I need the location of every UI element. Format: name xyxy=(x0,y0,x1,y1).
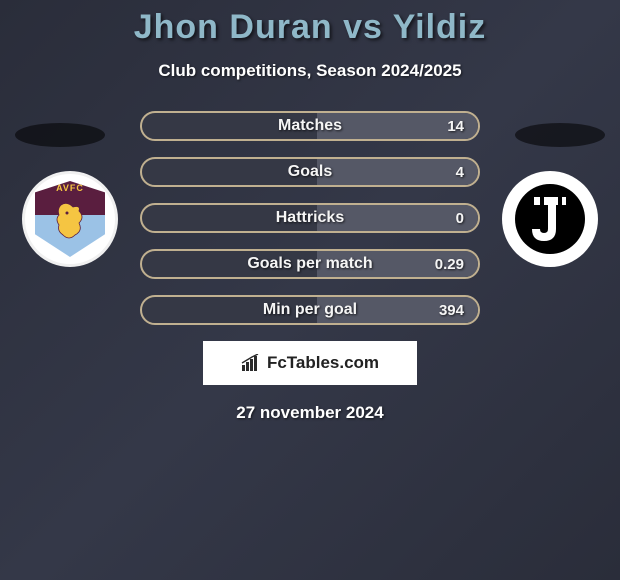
stat-label: Goals per match xyxy=(142,251,478,277)
stat-value: 0 xyxy=(456,205,464,231)
stat-value: 14 xyxy=(447,113,464,139)
brand-badge: FcTables.com xyxy=(203,341,417,385)
stat-row-min-per-goal: Min per goal 394 xyxy=(140,295,480,325)
stat-value: 4 xyxy=(456,159,464,185)
stat-label: Goals xyxy=(142,159,478,185)
player-shadow-left xyxy=(15,123,105,147)
stat-row-goals: Goals 4 xyxy=(140,157,480,187)
stat-rows: Matches 14 Goals 4 Hattricks 0 Goals per… xyxy=(140,111,480,325)
juventus-j-icon xyxy=(524,191,576,247)
right-club-badge xyxy=(502,171,598,267)
stat-label: Matches xyxy=(142,113,478,139)
stat-label: Min per goal xyxy=(142,297,478,323)
avfc-text: AVFC xyxy=(35,183,105,193)
stat-label: Hattricks xyxy=(142,205,478,231)
brand-text: FcTables.com xyxy=(267,353,379,373)
comparison-panel: AVFC Matches 14 Goals 4 xyxy=(0,111,620,423)
left-club-badge: AVFC xyxy=(22,171,118,267)
player-shadow-right xyxy=(515,123,605,147)
stat-row-goals-per-match: Goals per match 0.29 xyxy=(140,249,480,279)
stat-row-matches: Matches 14 xyxy=(140,111,480,141)
date-line: 27 november 2024 xyxy=(0,403,620,423)
bar-chart-icon xyxy=(241,354,263,372)
stat-value: 394 xyxy=(439,297,464,323)
avfc-shield-icon: AVFC xyxy=(35,181,105,257)
subtitle: Club competitions, Season 2024/2025 xyxy=(0,61,620,81)
page-title: Jhon Duran vs Yildiz xyxy=(0,0,620,47)
stat-row-hattricks: Hattricks 0 xyxy=(140,203,480,233)
juventus-circle-icon xyxy=(515,184,585,254)
stat-value: 0.29 xyxy=(435,251,464,277)
lion-icon xyxy=(53,201,87,241)
